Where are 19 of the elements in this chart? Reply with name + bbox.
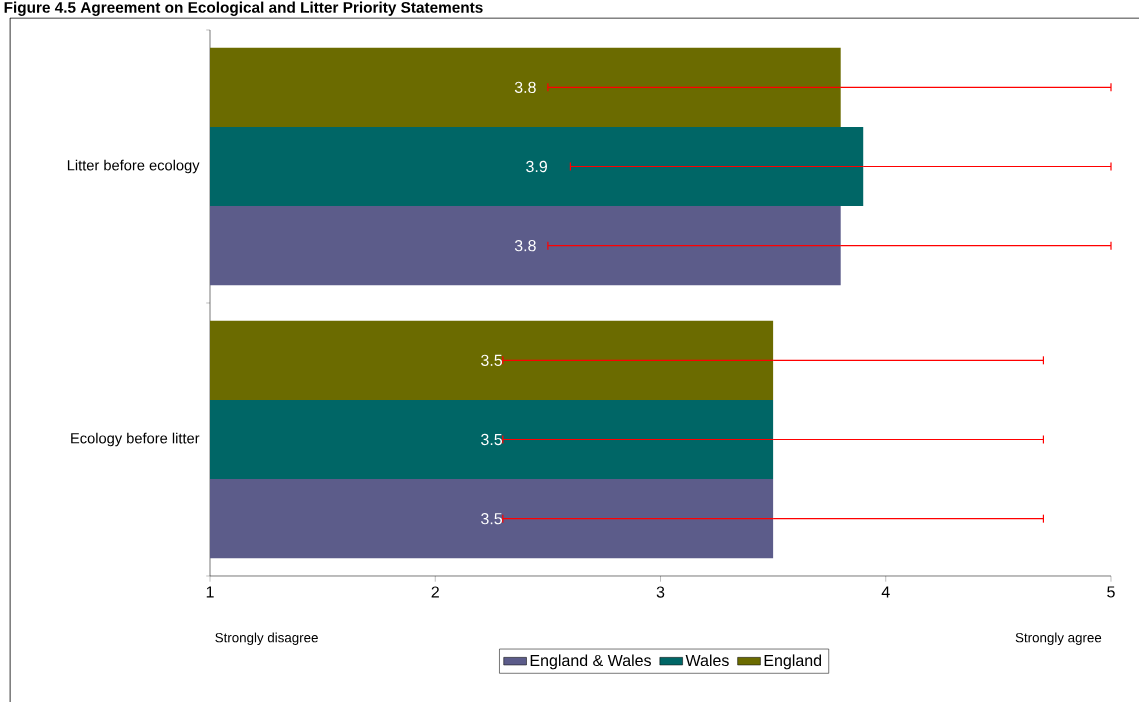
- y-tick-label: Litter before ecology: [67, 159, 200, 174]
- data-label: 3.5: [481, 354, 503, 366]
- legend-label: England & Wales: [530, 654, 651, 670]
- x-tick-label: 1: [206, 586, 214, 598]
- data-label: 3.5: [481, 513, 503, 525]
- x-tick-label: 3: [656, 586, 665, 598]
- legend-label: Wales: [685, 654, 729, 667]
- text: Strongly disagree: [215, 632, 318, 645]
- chart-title: Figure 4.5 Agreement on Ecological and Litter Priority Statements: [4, 1, 483, 16]
- text: Strongly agree: [1015, 632, 1102, 645]
- data-label: 3.9: [526, 160, 547, 173]
- data-label: 3.8: [514, 81, 536, 93]
- x-tick-label: 4: [881, 586, 890, 598]
- y-tick-label: Ecology before litter: [71, 432, 200, 447]
- legend-label: England: [764, 654, 822, 670]
- x-tick-label: 2: [431, 586, 439, 598]
- data-label: 3.5: [481, 433, 503, 446]
- x-tick-label: 5: [1107, 586, 1115, 598]
- data-label: 3.8: [514, 240, 536, 252]
